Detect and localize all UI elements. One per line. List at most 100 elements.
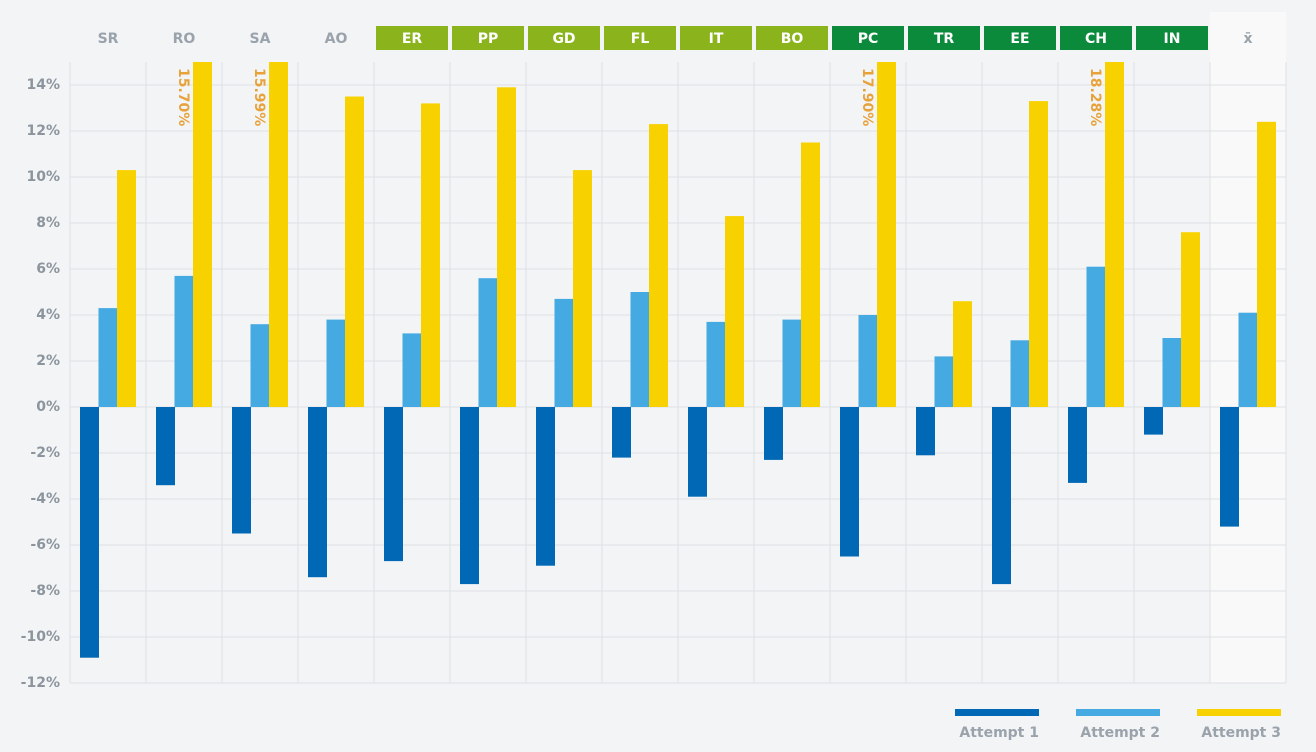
y-tick-label: -2% (30, 445, 60, 461)
y-tick-label: -6% (30, 537, 60, 553)
x-tick-label: EE (1010, 31, 1029, 47)
bar (725, 216, 744, 407)
bar (460, 407, 479, 585)
bar (326, 319, 346, 407)
legend-label: Attempt 1 (959, 725, 1039, 741)
y-tick-label: 10% (26, 169, 60, 185)
bar (402, 333, 422, 407)
category-header (680, 26, 752, 50)
bar (497, 87, 516, 408)
x-tick-label: x̄ (1243, 31, 1252, 47)
legend-swatch (955, 709, 1039, 716)
bar (992, 407, 1011, 585)
x-tick-label: IN (1164, 31, 1181, 47)
bar (1162, 338, 1182, 407)
bar (98, 308, 118, 407)
category-header (756, 26, 828, 50)
bar (554, 298, 574, 407)
category-header (528, 26, 600, 50)
x-tick-label: FL (631, 31, 650, 47)
bar (706, 321, 726, 407)
category-header (908, 26, 980, 50)
bar (1238, 312, 1258, 407)
x-tick-label: SR (98, 31, 119, 47)
value-label: 15.70% (175, 68, 191, 126)
value-label: 17.90% (859, 68, 875, 126)
x-tick-label: PP (478, 31, 499, 47)
x-tick-label: TR (934, 31, 955, 47)
category-header (604, 26, 676, 50)
x-tick-label: RO (173, 31, 196, 47)
bar (573, 170, 592, 407)
value-label: 18.28% (1087, 68, 1103, 126)
bar (193, 62, 212, 408)
bar (1257, 121, 1276, 408)
y-tick-label: 12% (26, 123, 60, 139)
bar (612, 407, 631, 458)
y-tick-label: 8% (36, 215, 60, 231)
y-tick-label: 14% (26, 77, 60, 93)
category-header (1060, 26, 1132, 50)
bar (1086, 266, 1106, 407)
x-tick-label: BO (781, 31, 804, 47)
bar (536, 407, 555, 566)
bar (858, 315, 878, 407)
bar (117, 170, 136, 407)
bar (840, 407, 859, 557)
bar (764, 407, 783, 460)
x-tick-label: SA (250, 31, 271, 47)
bar (1181, 232, 1200, 407)
bar (1105, 62, 1124, 408)
bar (1220, 407, 1239, 527)
bar (688, 407, 707, 497)
y-tick-label: -10% (21, 629, 60, 645)
x-tick-label: PC (858, 31, 879, 47)
bar (250, 324, 270, 407)
x-tick-label: GD (552, 31, 575, 47)
category-header (452, 26, 524, 50)
x-tick-label: AO (325, 31, 348, 47)
value-label: 15.99% (251, 68, 267, 126)
bar (1010, 340, 1030, 407)
legend-label: Attempt 2 (1080, 725, 1160, 741)
bar (877, 62, 896, 408)
bar (269, 62, 288, 407)
bar (801, 142, 820, 407)
x-tick-label: ER (402, 31, 423, 47)
category-header (1136, 26, 1208, 50)
category-header (832, 26, 904, 50)
y-tick-label: -4% (30, 491, 60, 507)
bars (80, 62, 1276, 658)
bar (478, 278, 498, 407)
bar (1068, 407, 1087, 483)
y-tick-label: -8% (30, 583, 60, 599)
legend-swatch (1076, 709, 1160, 716)
bar (1144, 407, 1163, 435)
legend-swatch (1197, 709, 1281, 716)
bar (174, 275, 194, 407)
bar (384, 407, 403, 562)
bar (345, 96, 364, 407)
category-header (984, 26, 1056, 50)
y-tick-label: 2% (36, 353, 60, 369)
bar (630, 292, 650, 407)
y-tick-label: 0% (36, 399, 60, 415)
bar (232, 407, 251, 534)
legend-label: Attempt 3 (1201, 725, 1281, 741)
bar (308, 407, 327, 578)
bar (916, 407, 935, 456)
bar (934, 356, 954, 407)
bar (953, 301, 972, 407)
y-tick-label: -12% (21, 675, 60, 691)
x-tick-label: IT (709, 31, 724, 47)
y-tick-label: 6% (36, 261, 60, 277)
bar (1029, 101, 1048, 407)
bar (782, 319, 802, 407)
category-header (376, 26, 448, 50)
bar (80, 407, 99, 658)
y-tick-label: 4% (36, 307, 60, 323)
bar (421, 103, 440, 408)
bar (156, 407, 175, 486)
x-tick-label: CH (1085, 31, 1107, 47)
